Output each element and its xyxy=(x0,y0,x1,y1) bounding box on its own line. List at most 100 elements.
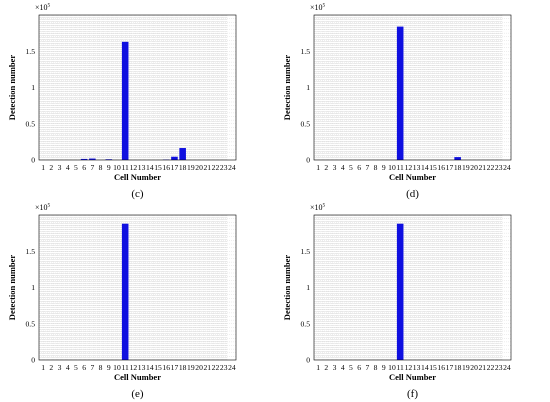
x-tick-label: 17 xyxy=(171,163,179,172)
x-tick-label: 23 xyxy=(220,163,228,172)
x-tick-label: 4 xyxy=(341,363,345,372)
x-tick-label: 19 xyxy=(462,163,470,172)
x-tick-label: 21 xyxy=(478,363,486,372)
chart-panel-d: 1 2 3 4 5 6 7 8 9 10 11 12 13 14 15 16 17 18 19 20 21 22 23 240… xyxy=(282,3,512,200)
x-tick-label: 3 xyxy=(58,363,62,372)
y-tick-label: 1 xyxy=(306,83,310,92)
y-tick-label: 0.5 xyxy=(26,319,36,328)
x-tick-label: 21 xyxy=(203,163,211,172)
grid-lines xyxy=(39,215,236,360)
x-tick-label: 16 xyxy=(437,163,445,172)
x-tick-label: 11 xyxy=(397,363,405,372)
y-tick-label: 1.5 xyxy=(26,247,36,256)
axes-box xyxy=(313,214,512,361)
x-axis-label: Cell Number xyxy=(114,172,161,182)
x-tick-label: 13 xyxy=(138,363,146,372)
x-tick-label: 3 xyxy=(333,163,337,172)
x-tick-label: 13 xyxy=(413,363,421,372)
x-tick-label: 2 xyxy=(324,163,328,172)
x-tick-label: 8 xyxy=(99,163,103,172)
x-tick-label: 12 xyxy=(130,363,138,372)
x-tick-label: 6 xyxy=(82,163,86,172)
y-tick-label: 0.5 xyxy=(26,119,36,128)
y-tick-label: 0 xyxy=(306,356,310,365)
panel-label: (d) xyxy=(406,188,419,200)
x-tick-label: 23 xyxy=(495,163,503,172)
bar-cell-17 xyxy=(171,156,178,160)
x-tick-label: 6 xyxy=(357,363,361,372)
x-tick-label: 9 xyxy=(107,363,111,372)
y-tick-label: 1 xyxy=(31,83,35,92)
x-tick-label: 7 xyxy=(90,163,94,172)
x-tick-label: 13 xyxy=(413,163,421,172)
x-tick-label: 20 xyxy=(470,363,478,372)
y-exponent-label: ×105 xyxy=(35,3,51,13)
y-axis-label: Detection number xyxy=(7,255,17,321)
x-tick-label: 7 xyxy=(365,163,369,172)
x-tick-label: 16 xyxy=(162,163,170,172)
x-tick-label: 10 xyxy=(388,363,396,372)
x-tick-label: 1 xyxy=(41,363,45,372)
axes-box xyxy=(38,214,237,361)
y-tick-label: 1.5 xyxy=(26,47,36,56)
x-tick-label: 18 xyxy=(454,163,462,172)
y-axis-label: Detection number xyxy=(282,255,292,321)
x-tick-label: 22 xyxy=(212,163,220,172)
y-tick-label: 0 xyxy=(31,356,35,365)
bar-cell-7 xyxy=(89,158,96,160)
y-tick-label: 0.5 xyxy=(301,319,311,328)
x-tick-label: 21 xyxy=(203,363,211,372)
x-tick-label: 15 xyxy=(429,163,437,172)
x-tick-label: 1 xyxy=(316,363,320,372)
x-tick-label: 6 xyxy=(357,163,361,172)
bar-cell-18 xyxy=(454,157,461,160)
x-tick-label: 6 xyxy=(82,363,86,372)
x-tick-label: 8 xyxy=(99,363,103,372)
x-tick-label: 15 xyxy=(429,363,437,372)
bar-cell-18 xyxy=(179,148,186,160)
x-tick-label: 4 xyxy=(341,163,345,172)
x-tick-label: 3 xyxy=(333,363,337,372)
x-tick-label: 1 xyxy=(41,163,45,172)
grid-lines xyxy=(39,15,236,160)
x-tick-label: 17 xyxy=(446,363,454,372)
x-tick-label: 23 xyxy=(495,363,503,372)
x-tick-label: 4 xyxy=(66,363,70,372)
x-tick-label: 17 xyxy=(171,363,179,372)
x-tick-label: 15 xyxy=(154,363,162,372)
chart-panel-f: 1 2 3 4 5 6 7 8 9 10 11 12 13 14 15 16 17 18 19 20 21 22 23 240… xyxy=(282,203,512,400)
x-tick-label: 5 xyxy=(74,363,78,372)
y-tick-label: 1.5 xyxy=(301,47,311,56)
x-tick-label: 21 xyxy=(478,163,486,172)
x-tick-label: 9 xyxy=(107,163,111,172)
x-tick-label: 20 xyxy=(195,363,203,372)
x-tick-label: 8 xyxy=(374,363,378,372)
x-tick-label: 11 xyxy=(122,363,130,372)
y-exponent-label: ×105 xyxy=(310,3,326,13)
x-tick-label: 2 xyxy=(49,363,53,372)
x-tick-label: 2 xyxy=(324,363,328,372)
x-tick-label: 19 xyxy=(187,163,195,172)
x-tick-label: 12 xyxy=(405,163,413,172)
x-tick-label: 18 xyxy=(179,363,187,372)
y-axis-label: Detection number xyxy=(7,55,17,121)
x-tick-label: 18 xyxy=(179,163,187,172)
y-tick-label: 1.5 xyxy=(301,247,311,256)
x-tick-label: 23 xyxy=(220,363,228,372)
x-tick-label: 14 xyxy=(146,363,154,372)
chart-panel-c: 1 2 3 4 5 6 7 8 9 10 11 12 13 14 15 16 17 18 19 20 21 22 23 240… xyxy=(7,3,237,200)
panel-label: (f) xyxy=(407,388,418,400)
y-tick-label: 0 xyxy=(31,156,35,165)
x-tick-label: 10 xyxy=(113,363,121,372)
x-tick-label: 9 xyxy=(382,363,386,372)
x-tick-label: 22 xyxy=(487,363,495,372)
axes-box xyxy=(313,14,512,161)
bar-cell-11 xyxy=(396,26,404,160)
x-tick-label: 16 xyxy=(162,363,170,372)
x-tick-label: 14 xyxy=(421,363,429,372)
x-tick-label: 3 xyxy=(58,163,62,172)
x-tick-label: 8 xyxy=(374,163,378,172)
bar-cell-11 xyxy=(396,223,404,360)
x-tick-label: 10 xyxy=(388,163,396,172)
x-tick-label: 5 xyxy=(74,163,78,172)
